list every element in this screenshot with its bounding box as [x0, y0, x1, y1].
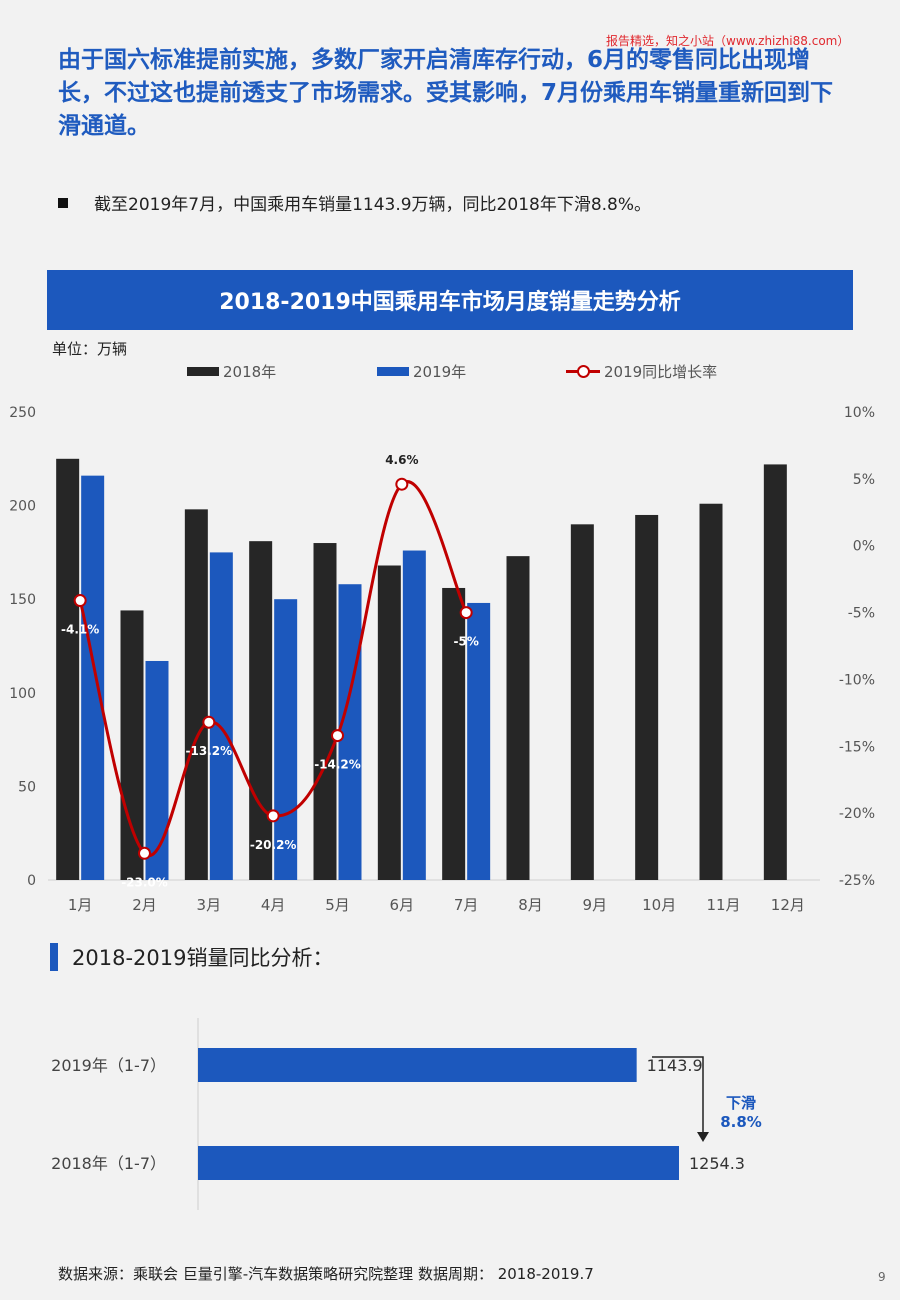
x-tick-label: 4月 [261, 896, 286, 914]
decline-annotation-line2: 8.8% [720, 1113, 762, 1131]
section-marker [50, 943, 58, 971]
y2-tick-label: -15% [839, 739, 875, 755]
comparison-category-label: 2019年（1-7） [51, 1056, 166, 1075]
decline-arrow-line [652, 1056, 704, 1134]
x-tick-label: 8月 [518, 896, 543, 914]
bar-2018 [506, 556, 530, 880]
growth-rate-label: -4.1% [61, 623, 99, 637]
unit-label: 单位：万辆 [52, 340, 128, 358]
y-tick-label: 100 [9, 686, 36, 702]
bar-2018 [313, 543, 337, 880]
y-tick-label: 150 [9, 592, 36, 608]
bullet-text: 截至2019年7月，中国乘用车销量1143.9万辆，同比2018年下滑8.8%。 [94, 195, 652, 215]
y2-tick-label: 10% [844, 405, 875, 421]
y2-tick-label: -20% [839, 806, 875, 822]
growth-rate-label: -5% [453, 635, 478, 649]
bar-2018 [120, 610, 144, 880]
x-tick-label: 12月 [771, 896, 805, 914]
legend-item-2018: 2018年 [187, 361, 276, 382]
y-tick-label: 50 [18, 779, 36, 795]
legend-line-growth [566, 365, 600, 378]
comparison-bar [198, 1146, 679, 1180]
bar-2019 [145, 660, 169, 880]
bar-2018 [249, 541, 273, 880]
y2-tick-label: -25% [839, 873, 875, 889]
comparison-value-label: 1254.3 [689, 1154, 745, 1173]
x-tick-label: 3月 [197, 896, 222, 914]
bar-2018 [184, 509, 208, 880]
bullet-point: 截至2019年7月，中国乘用车销量1143.9万辆，同比2018年下滑8.8%。 [58, 190, 858, 215]
data-source: 数据来源：乘联会 巨量引擎-汽车数据策略研究院整理 数据周期： 2018-201… [58, 1265, 594, 1283]
growth-rate-point [202, 715, 216, 729]
legend-label-2018: 2018年 [223, 363, 277, 381]
bar-2018 [699, 503, 723, 880]
growth-rate-point [459, 606, 473, 620]
bar-2018 [635, 514, 659, 880]
x-tick-label: 11月 [706, 896, 740, 914]
y2-tick-label: -5% [848, 606, 875, 622]
legend-label-growth: 2019同比增长率 [604, 363, 718, 381]
decline-annotation-line1: 下滑 [726, 1094, 756, 1112]
bar-2019 [402, 550, 426, 880]
bar-2019 [81, 475, 105, 880]
bar-2019 [338, 584, 362, 880]
x-tick-label: 7月 [454, 896, 479, 914]
bar-2018 [56, 458, 80, 880]
bar-2019 [209, 552, 233, 880]
legend-item-2019: 2019年 [377, 361, 466, 382]
monthly-sales-chart: 0 50 100 150 200 250 -25% -20% -15% -10% -5% 0% 5% 10… [9, 405, 875, 914]
growth-rate-label: -20.2% [250, 838, 297, 852]
bar-2019 [467, 602, 491, 880]
y2-tick-label: -10% [839, 672, 875, 688]
y-tick-label: 0 [27, 873, 36, 889]
comparison-category-label: 2018年（1-7） [51, 1154, 166, 1173]
comparison-bar [198, 1048, 637, 1082]
y2-tick-label: 5% [853, 472, 875, 488]
headline: 由于国六标准提前实施，多数厂家开启清库存行动，6月的零售同比出现增长，不过这也提… [58, 47, 834, 139]
chart-legend: 2018年 2019年 2019同比增长率 [0, 361, 900, 381]
growth-rate-point [331, 729, 344, 743]
y-tick-label: 200 [9, 499, 36, 515]
growth-rate-label: -13.2% [186, 744, 233, 758]
y2-tick-label: 0% [853, 539, 875, 555]
legend-swatch-2019 [377, 367, 409, 376]
x-tick-label: 2月 [132, 896, 157, 914]
comparison-value-label: 1143.9 [647, 1056, 703, 1075]
x-tick-label: 9月 [583, 896, 608, 914]
growth-rate-point [73, 594, 87, 608]
y-tick-label: 250 [9, 405, 36, 421]
bar-2018 [763, 464, 787, 880]
chart-title-banner: 2018-2019中国乘用车市场月度销量走势分析 [47, 270, 853, 330]
bar-2019 [274, 599, 298, 880]
section-title-text: 2018-2019销量同比分析： [72, 946, 334, 970]
page-number: 9 [878, 1270, 886, 1284]
legend-label-2019: 2019年 [413, 363, 467, 381]
x-tick-label: 5月 [325, 896, 350, 914]
watermark: 报告精选，知之小站（www.zhizhi88.com） [606, 34, 850, 48]
section-title: 2018-2019销量同比分析： [50, 942, 333, 972]
decline-arrow-head-icon [697, 1132, 709, 1142]
x-tick-label: 1月 [68, 896, 93, 914]
legend-item-growth: 2019同比增长率 [566, 361, 717, 382]
growth-rate-point [266, 809, 280, 823]
growth-rate-point [395, 477, 409, 491]
bar-2018 [442, 587, 466, 880]
bar-2018 [570, 524, 594, 880]
growth-rate-label: -23.0% [121, 875, 168, 889]
ytd-comparison-chart: 2019年（1-7） 1143.9 2018年（1-7） 1254.3 下滑8.8% [51, 1018, 762, 1210]
bullet-square-icon [58, 197, 68, 208]
x-tick-label: 10月 [642, 896, 676, 914]
growth-rate-point [138, 846, 151, 860]
legend-swatch-2018 [187, 367, 219, 376]
bar-2018 [377, 565, 401, 880]
growth-rate-label: 4.6% [385, 453, 418, 467]
x-tick-label: 6月 [390, 896, 415, 914]
growth-rate-label: -14.2% [314, 758, 361, 772]
